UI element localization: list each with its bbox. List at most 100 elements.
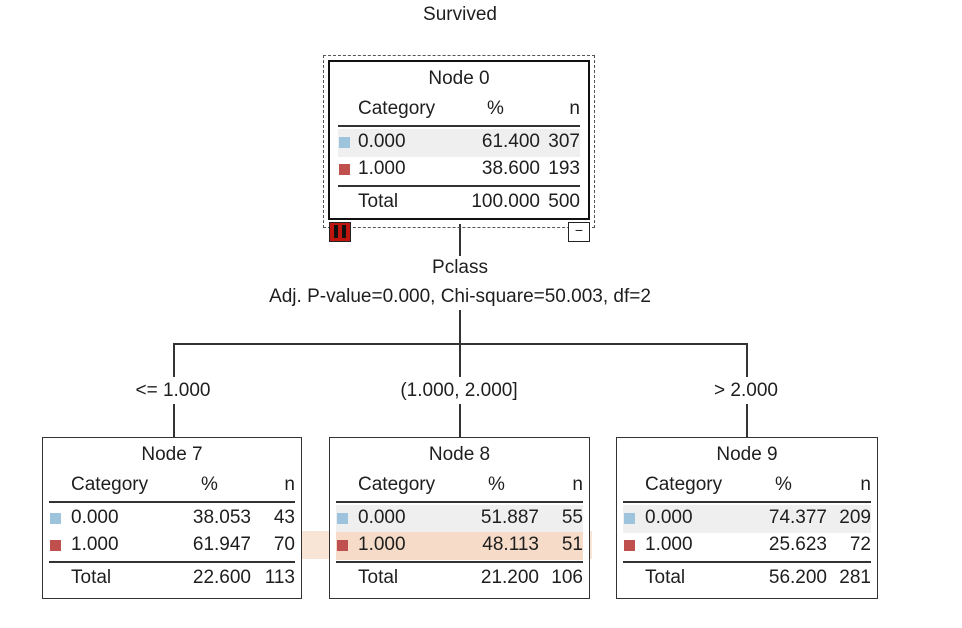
node-9[interactable]: Node 9 Category % n 0.000 74.377 209 1.0… xyxy=(616,437,878,599)
category-value: 1.000 xyxy=(358,158,406,179)
count-value: 43 xyxy=(273,507,295,528)
count-value: 70 xyxy=(273,534,295,555)
header-divider xyxy=(336,501,583,503)
header-category: Category xyxy=(71,474,149,495)
row-band xyxy=(338,129,580,157)
header-percent: % xyxy=(775,474,792,495)
edge-right-drop xyxy=(746,343,748,377)
category-value: 0.000 xyxy=(71,507,119,528)
category-value: 0.000 xyxy=(358,131,406,152)
table-row: 1.000 61.947 70 xyxy=(43,534,301,560)
total-row: Total 21.200 106 xyxy=(330,567,589,593)
total-label: Total xyxy=(358,191,399,212)
tree-title: Survived xyxy=(423,4,497,25)
node-0[interactable]: Node 0 Category % n 0.000 61.400 307 1.0… xyxy=(328,60,590,220)
percent-value: 38.053 xyxy=(192,507,251,528)
category-value: 0.000 xyxy=(645,507,693,528)
header-divider xyxy=(49,501,295,503)
total-label: Total xyxy=(645,567,686,588)
split-statistics: Adj. P-value=0.000, Chi-square=50.003, d… xyxy=(269,286,651,307)
percent-value: 61.947 xyxy=(192,534,251,555)
count-value: 55 xyxy=(561,507,583,528)
branch-label-mid: (1.000, 2.000] xyxy=(374,380,544,402)
total-divider xyxy=(623,561,871,563)
total-count: 500 xyxy=(548,191,580,212)
header-category: Category xyxy=(358,474,436,495)
total-count: 113 xyxy=(264,567,295,588)
table-header: Category % n xyxy=(43,474,301,500)
category-value: 1.000 xyxy=(645,534,693,555)
collapse-node-icon[interactable]: − xyxy=(568,222,590,242)
header-category: Category xyxy=(645,474,723,495)
total-percent: 22.600 xyxy=(192,567,251,588)
table-header: Category % n xyxy=(330,474,589,500)
header-percent: % xyxy=(488,474,505,495)
count-value: 307 xyxy=(548,131,580,152)
total-percent: 100.000 xyxy=(471,191,540,212)
category-1-swatch xyxy=(339,164,350,175)
total-divider xyxy=(338,185,580,187)
node-title: Node 8 xyxy=(428,444,491,465)
node-8[interactable]: Node 8 Category % n 0.000 51.887 55 1.00… xyxy=(329,437,590,599)
table-row: 0.000 51.887 55 xyxy=(330,507,589,533)
total-row: Total 22.600 113 xyxy=(43,567,301,593)
branch-label-left: <= 1.000 xyxy=(103,380,243,402)
total-percent: 21.200 xyxy=(480,567,539,588)
category-1-swatch xyxy=(624,540,635,551)
table-row: 1.000 38.600 193 xyxy=(330,158,588,184)
header-divider xyxy=(338,125,580,127)
category-0-swatch xyxy=(624,513,635,524)
table-row: 1.000 48.113 51 xyxy=(330,534,589,560)
table-row: 1.000 25.623 72 xyxy=(617,534,877,560)
header-n: n xyxy=(569,98,580,119)
percent-value: 38.600 xyxy=(481,158,540,179)
branch-label-right: > 2.000 xyxy=(686,380,806,402)
header-category: Category xyxy=(358,98,436,119)
percent-value: 25.623 xyxy=(768,534,827,555)
edge-split-stem xyxy=(459,310,461,344)
total-count: 281 xyxy=(839,567,871,588)
node-title: Node 0 xyxy=(428,68,490,89)
total-label: Total xyxy=(71,567,112,588)
count-value: 72 xyxy=(849,534,871,555)
count-value: 51 xyxy=(561,534,583,555)
total-divider xyxy=(336,561,583,563)
total-divider xyxy=(49,561,295,563)
category-0-swatch xyxy=(50,513,61,524)
row-band xyxy=(623,505,871,533)
node-title: Node 9 xyxy=(716,444,778,465)
category-value: 1.000 xyxy=(358,534,406,555)
node-7[interactable]: Node 7 Category % n 0.000 38.053 43 1.00… xyxy=(42,437,302,599)
table-row: 0.000 74.377 209 xyxy=(617,507,877,533)
edge-left-drop xyxy=(173,343,175,377)
count-value: 209 xyxy=(839,507,871,528)
category-1-swatch xyxy=(337,540,348,551)
table-header: Category % n xyxy=(617,474,877,500)
category-0-swatch xyxy=(339,137,350,148)
edge-mid-to-node xyxy=(459,404,461,438)
row-band xyxy=(336,532,583,560)
edge-left-to-node xyxy=(173,404,175,438)
category-1-swatch xyxy=(50,540,61,551)
percent-value: 51.887 xyxy=(480,507,539,528)
total-row: Total 56.200 281 xyxy=(617,567,877,593)
table-row: 0.000 61.400 307 xyxy=(330,131,588,157)
percent-value: 48.113 xyxy=(482,534,539,555)
header-divider xyxy=(623,501,871,503)
edge-mid-drop xyxy=(459,343,461,377)
node-title: Node 7 xyxy=(141,444,203,465)
edge-root-stem xyxy=(459,224,461,256)
header-n: n xyxy=(572,474,583,495)
bar-chart-toggle-icon[interactable] xyxy=(329,222,351,242)
total-count: 106 xyxy=(551,567,583,588)
header-n: n xyxy=(284,474,295,495)
category-0-swatch xyxy=(337,513,348,524)
split-variable: Pclass xyxy=(432,257,488,278)
total-percent: 56.200 xyxy=(768,567,827,588)
category-value: 1.000 xyxy=(71,534,119,555)
total-row: Total 100.000 500 xyxy=(330,191,588,217)
count-value: 193 xyxy=(548,158,580,179)
table-header: Category % n xyxy=(330,98,588,124)
total-label: Total xyxy=(358,567,399,588)
header-percent: % xyxy=(487,98,504,119)
